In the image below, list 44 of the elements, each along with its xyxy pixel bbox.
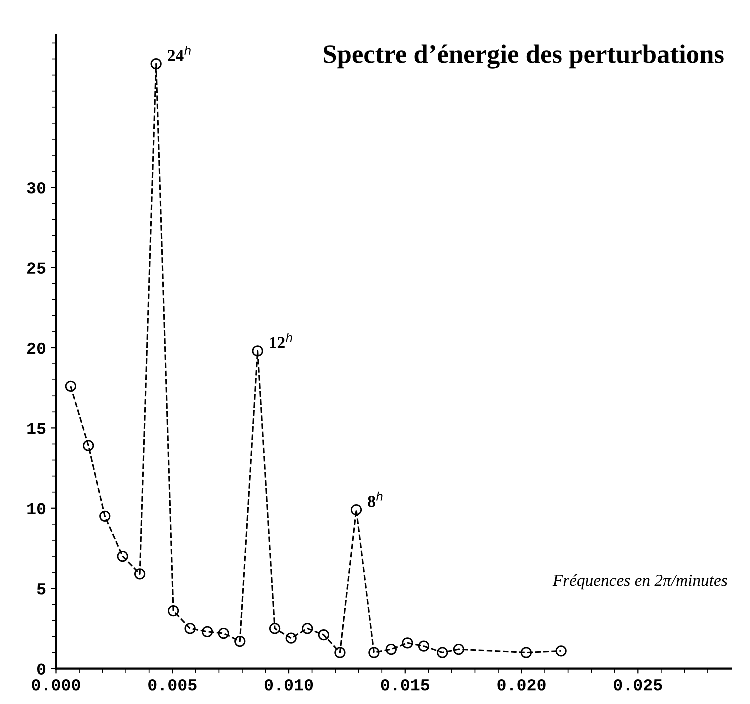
point (556, 646, 567, 657)
point (168, 606, 180, 617)
point (350, 504, 362, 516)
point (184, 623, 196, 634)
y-tick-label: 25 (28, 262, 46, 274)
x-tick-label: 0.020 (498, 679, 546, 691)
point (386, 644, 397, 656)
point (134, 568, 146, 580)
point (286, 632, 297, 644)
x-axis-title: Fréquences en 2π/minutes (552, 574, 728, 590)
annotation: 12$^{h}$ (270, 333, 292, 348)
y-tick-label: 10 (28, 503, 46, 515)
point (218, 628, 230, 640)
point (65, 380, 76, 392)
point (453, 644, 464, 656)
point (150, 58, 162, 70)
point (202, 626, 214, 638)
x-tick-label: 0.015 (381, 679, 430, 691)
annotation: 8$^{h}$ (368, 492, 383, 508)
chart-title: Spectre d’énergie des perturbations (324, 44, 724, 69)
y-tick-label: 30 (27, 182, 46, 194)
point (418, 640, 430, 652)
x-tick-label: 0.005 (148, 679, 197, 691)
y-tick-label: 0 (37, 664, 46, 676)
point (520, 647, 532, 658)
point (334, 647, 346, 658)
point (83, 440, 94, 452)
x-tick-label: 0.025 (614, 679, 662, 691)
point (368, 647, 380, 658)
point (252, 346, 264, 357)
y-tick-label: 5 (37, 584, 46, 595)
point (302, 623, 314, 634)
point (402, 638, 414, 649)
point (117, 550, 128, 562)
point (318, 630, 330, 641)
y-tick-label: 20 (28, 342, 46, 354)
x-tick-label: 0.000 (32, 679, 80, 691)
annotation: 24$^{h}$ (168, 46, 191, 62)
x-tick-label: 0.010 (264, 679, 314, 691)
point (234, 636, 246, 648)
point (269, 623, 281, 634)
point (100, 510, 111, 522)
y-tick-label: 15 (28, 423, 46, 434)
point (437, 647, 448, 658)
